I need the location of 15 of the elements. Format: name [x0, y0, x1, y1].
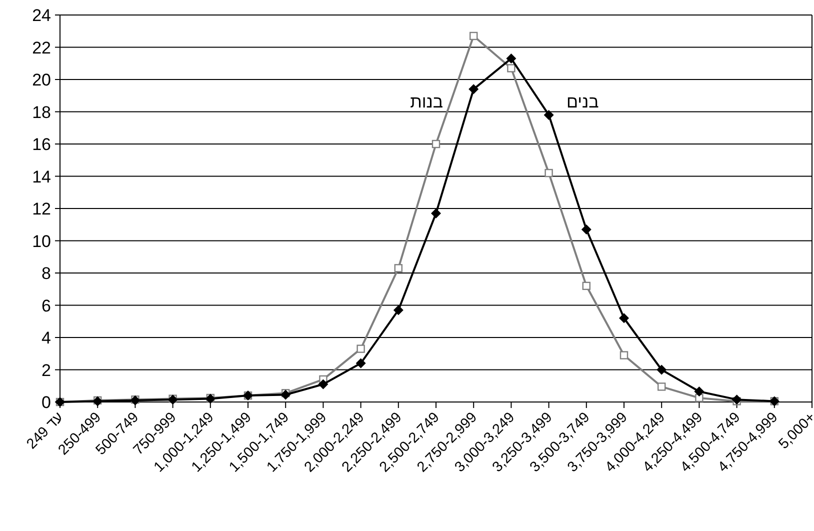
- y-tick-label: 12: [32, 200, 51, 218]
- y-tick-label: 16: [32, 135, 51, 154]
- y-tick-label: 6: [42, 296, 51, 316]
- y-tick-label: 22: [32, 38, 51, 58]
- y-tick-label: 10: [32, 232, 51, 251]
- y-tick-label: 4: [42, 328, 51, 348]
- y-tick-label: 14: [32, 167, 51, 186]
- y-tick-label: 0: [42, 393, 51, 412]
- y-tick-label: 8: [42, 264, 51, 283]
- y-tick-label: 18: [32, 102, 51, 122]
- series-label: בנים: [566, 92, 599, 112]
- y-tick-label: 20: [32, 70, 51, 90]
- y-tick-label: 24: [32, 6, 51, 25]
- y-tick-label: 2: [42, 360, 51, 380]
- series-label: בנות: [410, 92, 444, 112]
